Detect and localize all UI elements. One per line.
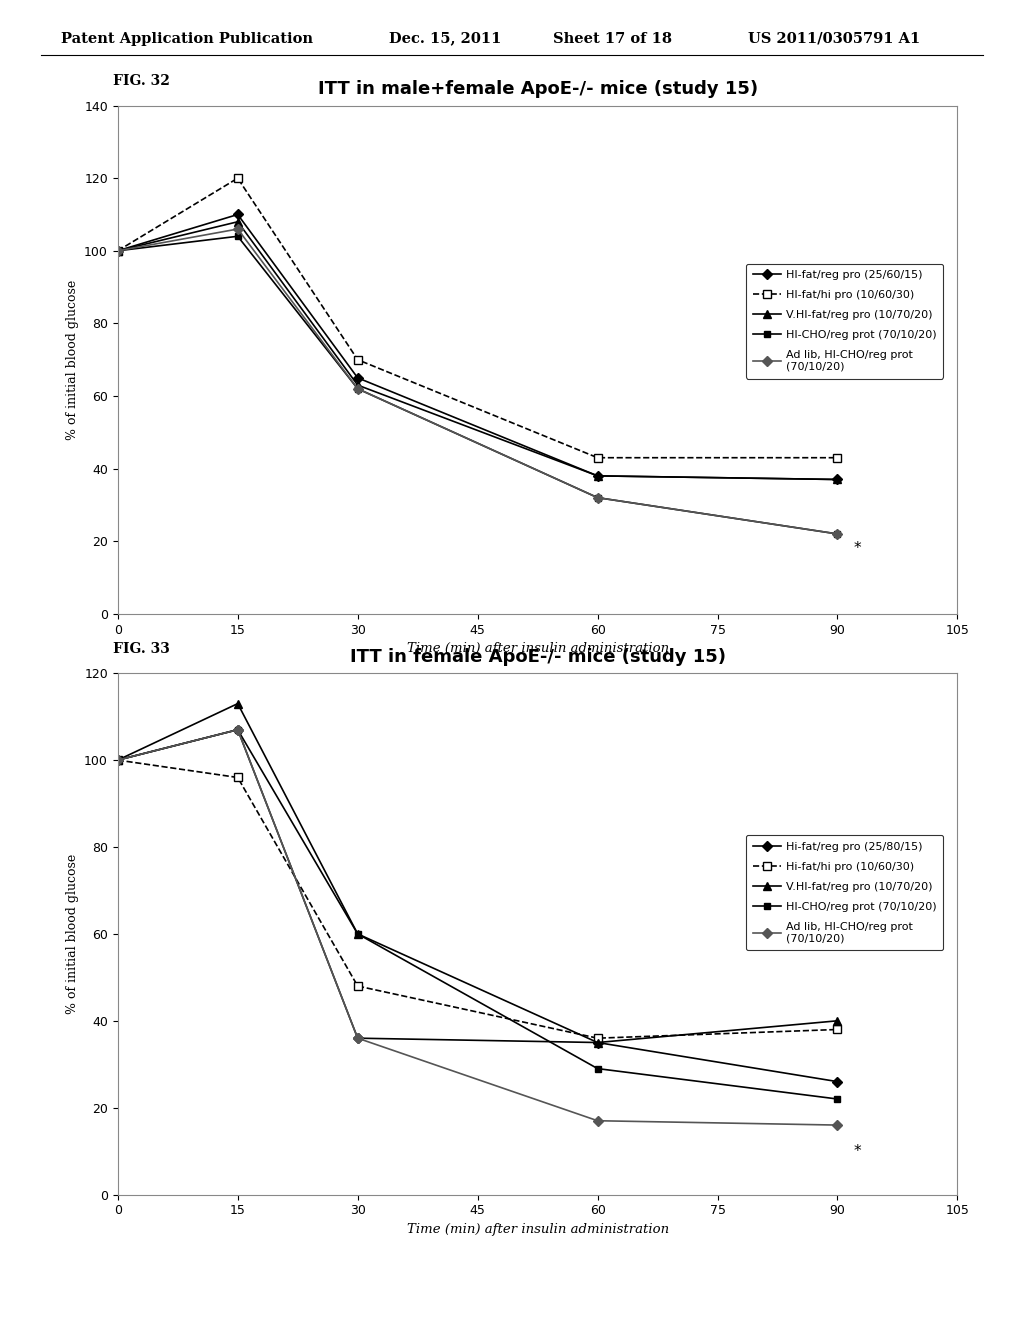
X-axis label: Time (min) after insulin administration: Time (min) after insulin administration	[407, 642, 669, 655]
Text: FIG. 32: FIG. 32	[113, 74, 170, 88]
Line: Ad lib, HI-CHO/reg prot
(70/10/20): Ad lib, HI-CHO/reg prot (70/10/20)	[115, 726, 841, 1129]
HI-fat/hi pro (10/60/30)	[112, 243, 124, 259]
V.HI-fat/reg pro (10/70/20)	[231, 214, 244, 230]
V.HI-fat/reg pro (10/70/20)	[592, 1035, 604, 1051]
Hi-fat/hi pro (10/60/30)	[231, 770, 244, 785]
HI-CHO/reg prot (70/10/20)	[831, 1092, 844, 1107]
HI-CHO/reg prot (70/10/20)	[831, 525, 844, 541]
Text: *: *	[853, 541, 861, 556]
Y-axis label: % of initial blood glucose: % of initial blood glucose	[66, 854, 79, 1014]
Hi-fat/hi pro (10/60/30)	[831, 1022, 844, 1038]
Ad lib, HI-CHO/reg prot
(70/10/20)	[831, 1117, 844, 1133]
Line: HI-fat/reg pro (25/60/15): HI-fat/reg pro (25/60/15)	[115, 211, 841, 483]
Line: Hi-fat/hi pro (10/60/30): Hi-fat/hi pro (10/60/30)	[114, 756, 842, 1043]
HI-fat/reg pro (25/60/15)	[351, 370, 364, 385]
HI-fat/reg pro (25/60/15)	[112, 243, 124, 259]
HI-fat/reg pro (25/60/15)	[231, 206, 244, 222]
Legend: Hi-fat/reg pro (25/80/15), Hi-fat/hi pro (10/60/30), V.HI-fat/reg pro (10/70/20): Hi-fat/reg pro (25/80/15), Hi-fat/hi pro…	[746, 836, 943, 950]
Hi-fat/reg pro (25/80/15)	[112, 752, 124, 768]
Ad lib, HI-CHO/reg prot
(70/10/20)	[592, 490, 604, 506]
Title: ITT in female ApoE-/- mice (study 15): ITT in female ApoE-/- mice (study 15)	[349, 648, 726, 667]
Line: HI-fat/hi pro (10/60/30): HI-fat/hi pro (10/60/30)	[114, 174, 842, 462]
Text: Sheet 17 of 18: Sheet 17 of 18	[553, 32, 672, 46]
HI-fat/hi pro (10/60/30)	[351, 351, 364, 367]
V.HI-fat/reg pro (10/70/20)	[592, 467, 604, 483]
Ad lib, HI-CHO/reg prot
(70/10/20)	[592, 1113, 604, 1129]
Hi-fat/reg pro (25/80/15)	[231, 722, 244, 738]
HI-fat/hi pro (10/60/30)	[231, 170, 244, 186]
Line: Hi-fat/reg pro (25/80/15): Hi-fat/reg pro (25/80/15)	[115, 726, 841, 1085]
V.HI-fat/reg pro (10/70/20)	[831, 1012, 844, 1028]
HI-fat/reg pro (25/60/15)	[831, 471, 844, 487]
HI-fat/reg pro (25/60/15)	[592, 467, 604, 483]
HI-CHO/reg prot (70/10/20)	[231, 228, 244, 244]
Text: FIG. 33: FIG. 33	[113, 642, 170, 656]
Line: V.HI-fat/reg pro (10/70/20): V.HI-fat/reg pro (10/70/20)	[114, 700, 842, 1047]
V.HI-fat/reg pro (10/70/20)	[351, 378, 364, 393]
Hi-fat/hi pro (10/60/30)	[592, 1030, 604, 1045]
V.HI-fat/reg pro (10/70/20)	[831, 471, 844, 487]
Y-axis label: % of initial blood glucose: % of initial blood glucose	[66, 280, 79, 440]
HI-CHO/reg prot (70/10/20)	[231, 722, 244, 738]
Ad lib, HI-CHO/reg prot
(70/10/20)	[351, 1030, 364, 1045]
Hi-fat/hi pro (10/60/30)	[351, 978, 364, 994]
Text: Patent Application Publication: Patent Application Publication	[61, 32, 313, 46]
Line: Ad lib, HI-CHO/reg prot
(70/10/20): Ad lib, HI-CHO/reg prot (70/10/20)	[115, 226, 841, 537]
Ad lib, HI-CHO/reg prot
(70/10/20)	[112, 752, 124, 768]
Text: *: *	[853, 1143, 861, 1159]
V.HI-fat/reg pro (10/70/20)	[112, 243, 124, 259]
Line: HI-CHO/reg prot (70/10/20): HI-CHO/reg prot (70/10/20)	[115, 232, 841, 537]
HI-CHO/reg prot (70/10/20)	[592, 1061, 604, 1077]
V.HI-fat/reg pro (10/70/20)	[231, 696, 244, 711]
HI-CHO/reg prot (70/10/20)	[351, 380, 364, 396]
Line: V.HI-fat/reg pro (10/70/20): V.HI-fat/reg pro (10/70/20)	[114, 218, 842, 483]
Hi-fat/reg pro (25/80/15)	[592, 1035, 604, 1051]
V.HI-fat/reg pro (10/70/20)	[112, 752, 124, 768]
Text: US 2011/0305791 A1: US 2011/0305791 A1	[748, 32, 920, 46]
Text: Dec. 15, 2011: Dec. 15, 2011	[389, 32, 502, 46]
Hi-fat/reg pro (25/80/15)	[831, 1073, 844, 1089]
HI-CHO/reg prot (70/10/20)	[592, 490, 604, 506]
Hi-fat/hi pro (10/60/30)	[112, 752, 124, 768]
Ad lib, HI-CHO/reg prot
(70/10/20)	[831, 525, 844, 541]
HI-CHO/reg prot (70/10/20)	[112, 243, 124, 259]
Hi-fat/reg pro (25/80/15)	[351, 1030, 364, 1045]
Ad lib, HI-CHO/reg prot
(70/10/20)	[231, 220, 244, 238]
HI-fat/hi pro (10/60/30)	[592, 450, 604, 466]
Ad lib, HI-CHO/reg prot
(70/10/20)	[112, 243, 124, 259]
HI-fat/hi pro (10/60/30)	[831, 450, 844, 466]
Ad lib, HI-CHO/reg prot
(70/10/20)	[351, 380, 364, 396]
Ad lib, HI-CHO/reg prot
(70/10/20)	[231, 722, 244, 738]
HI-CHO/reg prot (70/10/20)	[351, 927, 364, 942]
X-axis label: Time (min) after insulin administration: Time (min) after insulin administration	[407, 1222, 669, 1236]
Legend: HI-fat/reg pro (25/60/15), HI-fat/hi pro (10/60/30), V.HI-fat/reg pro (10/70/20): HI-fat/reg pro (25/60/15), HI-fat/hi pro…	[746, 264, 943, 379]
Line: HI-CHO/reg prot (70/10/20): HI-CHO/reg prot (70/10/20)	[115, 726, 841, 1102]
HI-CHO/reg prot (70/10/20)	[112, 752, 124, 768]
V.HI-fat/reg pro (10/70/20)	[351, 927, 364, 942]
Title: ITT in male+female ApoE-/- mice (study 15): ITT in male+female ApoE-/- mice (study 1…	[317, 81, 758, 99]
